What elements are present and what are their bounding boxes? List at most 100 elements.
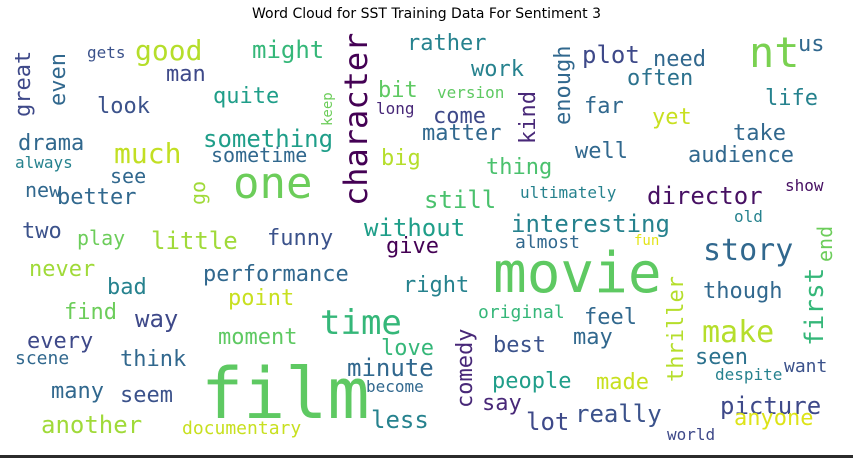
word-first: first	[800, 268, 830, 346]
word-love: love	[381, 336, 434, 361]
word-old: old	[734, 207, 763, 226]
word-come: come	[433, 104, 486, 129]
word-enough: enough	[551, 46, 576, 125]
word-director: director	[647, 182, 763, 210]
word-story: story	[703, 233, 793, 268]
word-man: man	[166, 62, 206, 87]
word-original: original	[478, 302, 565, 323]
word-film: film	[201, 353, 370, 435]
word-yet: yet	[652, 105, 692, 130]
word-time: time	[320, 303, 402, 343]
word-big: big	[381, 146, 421, 171]
word-comedy: comedy	[453, 329, 478, 408]
word-sometime: sometime	[211, 143, 307, 167]
word-best: best	[493, 333, 546, 358]
word-become: become	[366, 377, 424, 396]
word-show: show	[785, 176, 824, 195]
word-lot: lot	[526, 408, 569, 436]
word-seen: seen	[695, 345, 748, 370]
word-without: without	[364, 214, 465, 242]
word-documentary: documentary	[182, 418, 301, 439]
word-bit: bit	[378, 78, 418, 103]
word-make: make	[702, 315, 774, 350]
word-every: every	[27, 329, 93, 354]
word-right: right	[403, 273, 469, 298]
word-even: even	[46, 53, 71, 106]
word-need: need	[653, 47, 706, 72]
word-character: character	[337, 33, 375, 206]
word-great: great	[15, 51, 36, 117]
word-us: us	[798, 32, 825, 57]
word-life: life	[765, 86, 818, 111]
word-fun: fun	[634, 233, 659, 249]
word-take: take	[733, 121, 786, 146]
word-movie: movie	[493, 241, 662, 306]
word-many: many	[51, 379, 104, 404]
word-quite: quite	[213, 84, 279, 109]
word-ultimately: ultimately	[520, 183, 617, 202]
word-thing: thing	[486, 155, 552, 180]
word-give: give	[386, 234, 439, 259]
word-scene: scene	[15, 348, 69, 369]
word-rather: rather	[407, 31, 486, 56]
word-cloud: film movie one nt time character story make good…	[15, 30, 836, 440]
bottom-rule	[0, 455, 853, 458]
word-keep: keep	[320, 92, 336, 126]
word-matter: matter	[422, 121, 501, 146]
word-never: never	[29, 257, 95, 282]
word-something: something	[203, 125, 333, 153]
word-people: people	[492, 369, 571, 394]
word-play: play	[77, 226, 125, 250]
word-thriller: thriller	[664, 276, 689, 382]
word-kind: kind	[516, 91, 541, 144]
word-might: might	[252, 36, 324, 64]
word-audience: audience	[688, 143, 794, 168]
word-way: way	[135, 305, 178, 333]
word-still: still	[424, 186, 496, 214]
word-despite: despite	[715, 365, 782, 384]
word-good: good	[135, 34, 202, 67]
word-work: work	[471, 57, 524, 82]
word-feel: feel	[584, 305, 637, 330]
word-often: often	[627, 66, 693, 91]
word-one: one	[233, 158, 312, 209]
word-though: though	[703, 279, 782, 304]
word-almost: almost	[515, 232, 580, 253]
word-another: another	[41, 411, 142, 439]
word-think: think	[120, 347, 186, 372]
word-interesting: interesting	[511, 210, 670, 238]
word-picture: picture	[720, 392, 821, 420]
word-long: long	[376, 99, 415, 118]
word-anyone: anyone	[734, 406, 813, 431]
word-say: say	[482, 391, 522, 416]
word-plot: plot	[582, 41, 640, 69]
word-really: really	[575, 400, 662, 428]
word-two: two	[22, 219, 62, 244]
word-cloud-canvas: film movie one nt time character story make good…	[15, 30, 836, 440]
word-may: may	[573, 325, 613, 350]
word-seem: seem	[120, 383, 173, 408]
word-little: little	[151, 227, 238, 255]
word-go: go	[186, 181, 210, 205]
word-less: less	[371, 406, 429, 434]
word-well: well	[575, 139, 628, 164]
word-much: much	[114, 137, 181, 170]
word-moment: moment	[218, 325, 297, 350]
word-gets: gets	[87, 43, 126, 62]
word-performance: performance	[203, 262, 349, 287]
chart-title: Word Cloud for SST Training Data For Sen…	[252, 6, 601, 22]
word-bad: bad	[107, 275, 147, 300]
word-funny: funny	[267, 226, 333, 251]
word-see: see	[110, 164, 146, 188]
word-drama: drama	[18, 131, 84, 156]
word-want: want	[784, 356, 827, 377]
word-nt: nt	[749, 30, 800, 77]
word-minute: minute	[347, 354, 434, 382]
word-always: always	[15, 153, 73, 172]
word-better: better	[57, 185, 136, 210]
word-look: look	[97, 94, 150, 119]
word-far: far	[584, 94, 624, 119]
word-new: new	[25, 178, 62, 202]
word-point: point	[228, 286, 294, 311]
word-end: end	[813, 226, 836, 262]
